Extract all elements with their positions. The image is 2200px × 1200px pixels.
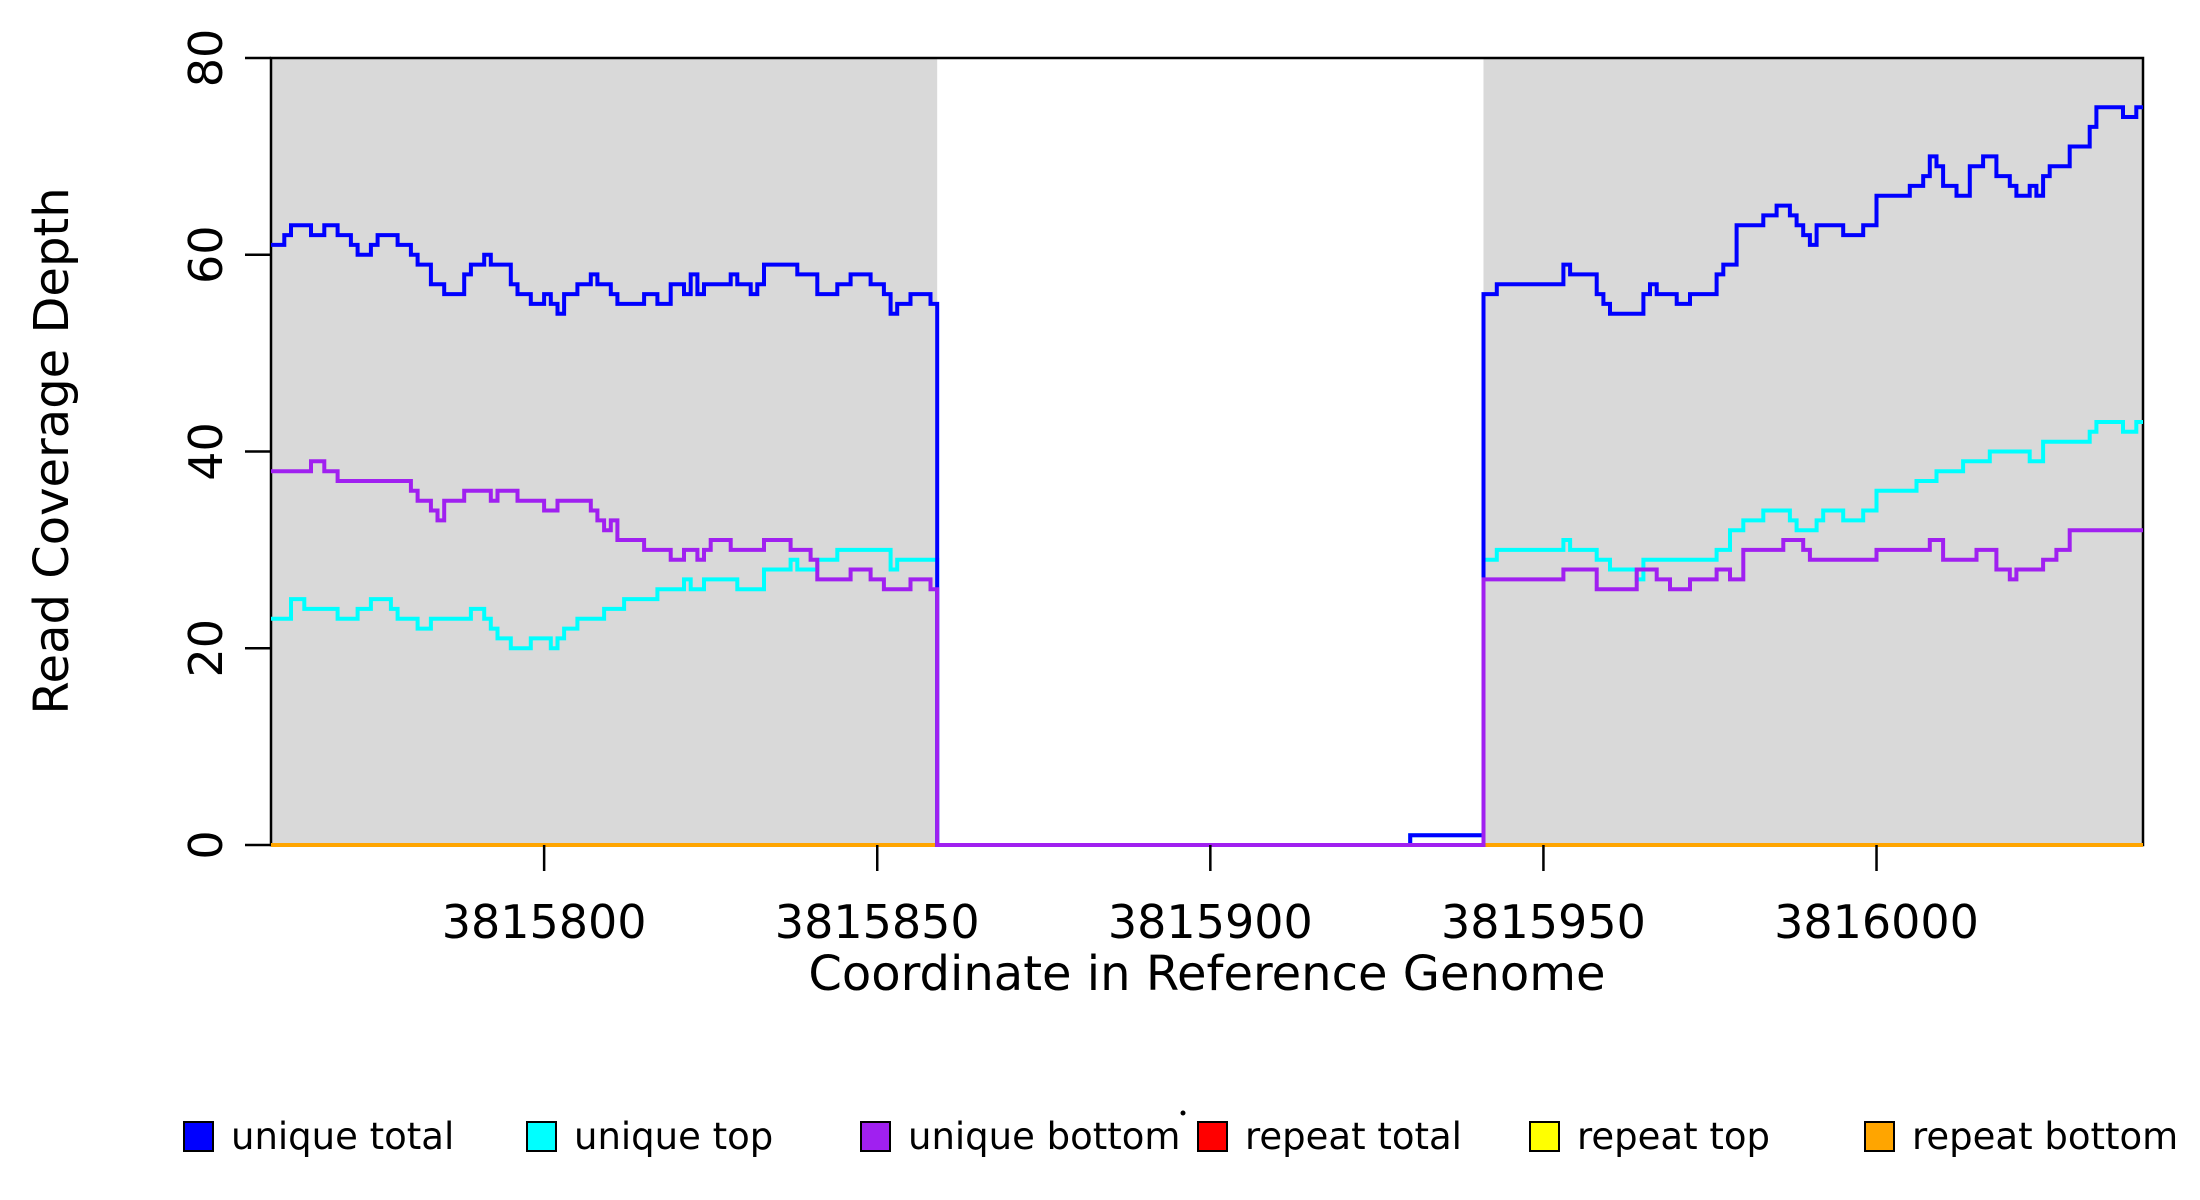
shaded-region-1 <box>271 58 938 845</box>
shaded-region-2 <box>1483 58 2143 845</box>
y-tick-label: 80 <box>179 29 233 88</box>
legend: unique total unique top unique bottom repea… <box>183 1110 2178 1158</box>
axes-layer: 3815800 3815850 3815900 3815950 3816000 0 20 40… <box>179 29 1979 949</box>
legend-label: unique top <box>574 1115 773 1158</box>
legend-label: unique bottom <box>908 1115 1180 1158</box>
y-axis-title: Read Coverage Depth <box>24 187 80 714</box>
x-tick-label: 3815800 <box>442 895 647 949</box>
x-tick-label: 3815850 <box>775 895 980 949</box>
legend-swatch <box>526 1121 557 1152</box>
y-tick-label: 20 <box>179 619 233 678</box>
x-tick-label: 3815950 <box>1441 895 1646 949</box>
series-line-unique-total <box>271 105 2143 847</box>
x-tick-label: 3815900 <box>1108 895 1313 949</box>
series-layer <box>271 105 2143 847</box>
legend-label: repeat top <box>1577 1115 1770 1158</box>
legend-swatch <box>1864 1121 1895 1152</box>
legend-swatch <box>1529 1121 1560 1152</box>
legend-item-unique-bottom: unique bottom <box>860 1115 1180 1158</box>
legend-swatch <box>1197 1121 1228 1152</box>
legend-item-repeat-top: repeat top <box>1529 1115 1770 1158</box>
y-tick-label: 60 <box>179 225 233 284</box>
series-line-unique-top <box>271 420 2143 847</box>
legend-item-repeat-bottom: repeat bottom <box>1864 1115 2178 1158</box>
legend-label: repeat total <box>1245 1115 1462 1158</box>
legend-swatch <box>183 1121 214 1152</box>
legend-label: repeat bottom <box>1912 1115 2178 1158</box>
legend-item-unique-total: unique total <box>183 1115 454 1158</box>
legend-item-repeat-total: repeat total <box>1197 1115 1462 1158</box>
stray-dot <box>1180 1110 1186 1116</box>
legend-label: unique total <box>231 1115 454 1158</box>
series-line-unique-bottom <box>271 459 2143 847</box>
y-tick-label: 40 <box>179 422 233 481</box>
legend-item-unique-top: unique top <box>526 1115 773 1158</box>
x-axis-title: Coordinate in Reference Genome <box>808 946 1605 1002</box>
legend-swatch <box>860 1121 891 1152</box>
y-tick-label: 0 <box>179 830 233 859</box>
x-tick-label: 3816000 <box>1774 895 1979 949</box>
